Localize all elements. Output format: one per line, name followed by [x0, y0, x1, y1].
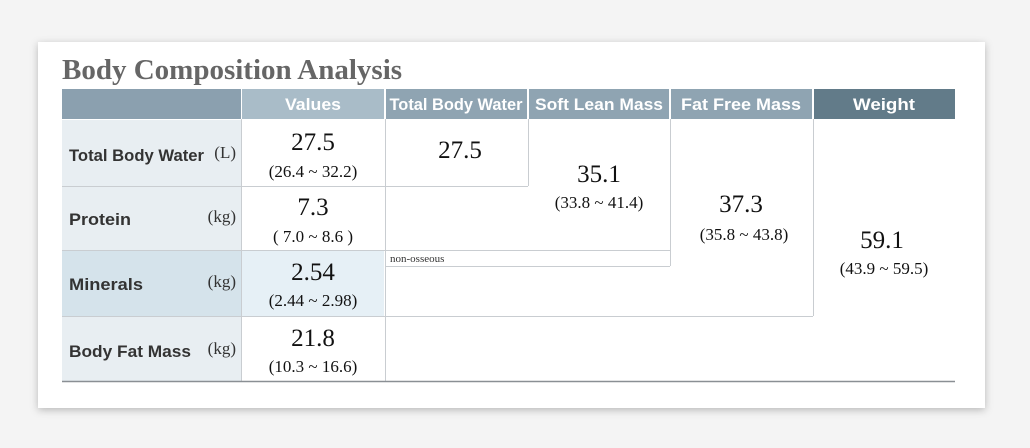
header: Weight [853, 95, 915, 114]
range: (10.3 ~ 16.6) [269, 357, 358, 376]
header-cell [386, 89, 527, 119]
row-unit: (L) [214, 143, 236, 162]
row-label-cell [62, 251, 241, 316]
row-label-cell [62, 187, 241, 250]
value: 7.3 [297, 194, 328, 221]
row-unit: (kg) [208, 207, 236, 226]
range: (26.4 ~ 32.2) [269, 162, 358, 181]
header: Total Body Water [390, 95, 523, 114]
row-unit: (kg) [208, 339, 236, 358]
header-cell [242, 89, 384, 119]
note: non-osseous [390, 253, 444, 265]
header-cell [671, 89, 812, 119]
range: (33.8 ~ 41.4) [555, 193, 644, 212]
row-label: Total Body Water [69, 146, 204, 165]
value-cell [242, 251, 384, 316]
row-label: Body Fat Mass [69, 342, 191, 361]
value: 37.3 [719, 191, 763, 218]
row-label-cell [62, 120, 241, 186]
row-label: Protein [69, 210, 131, 229]
value: 35.1 [577, 161, 621, 188]
range: (2.44 ~ 2.98) [269, 291, 358, 310]
range: (43.9 ~ 59.5) [840, 259, 929, 278]
header-cell [814, 89, 955, 119]
header-cell [62, 89, 241, 119]
value: 59.1 [860, 227, 904, 254]
header: Fat Free Mass [681, 95, 801, 114]
row-label: Minerals [69, 275, 143, 294]
value: 21.8 [291, 325, 335, 352]
range: (35.8 ~ 43.8) [700, 225, 789, 244]
row-unit: (kg) [208, 272, 236, 291]
value: 27.5 [291, 129, 335, 156]
header-cell [529, 89, 669, 119]
grid [62, 119, 955, 383]
header: Soft Lean Mass [535, 95, 663, 114]
range: ( 7.0 ~ 8.6 ) [273, 227, 353, 246]
value: 27.5 [438, 137, 482, 164]
title: Body Composition Analysis [62, 54, 402, 86]
header: Values [285, 95, 341, 114]
row-label-cell [62, 317, 241, 381]
value: 2.54 [291, 259, 335, 286]
